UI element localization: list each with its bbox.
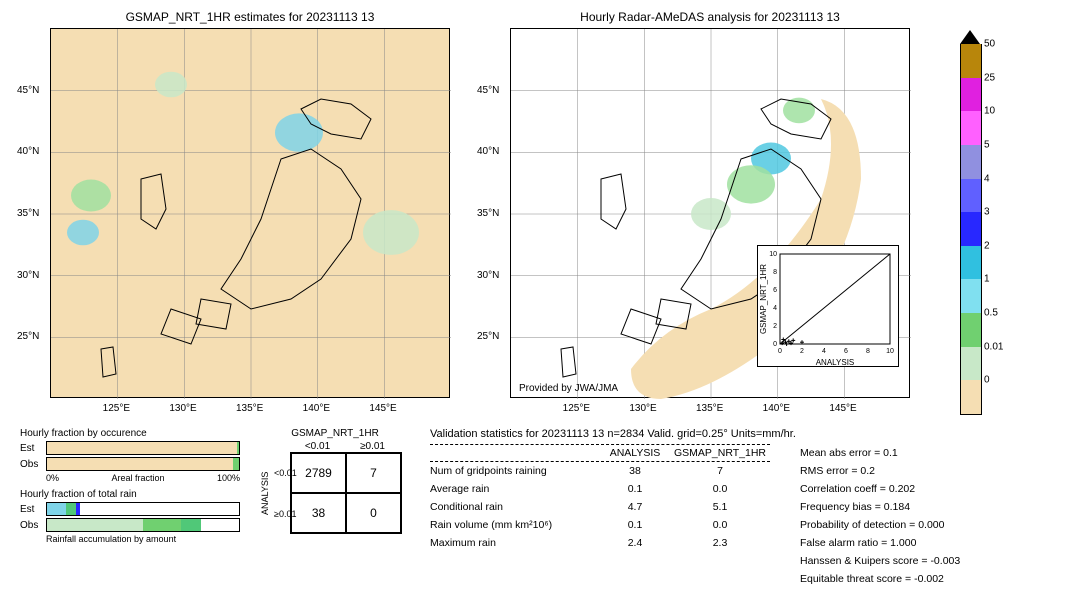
map-right-box: Provided by JWA/JMA125°E130°E135°E140°E1…: [510, 28, 910, 398]
svg-text:10: 10: [886, 348, 894, 355]
top-row: GSMAP_NRT_1HR estimates for 20231113 13 …: [10, 10, 1070, 420]
totalrain-caption: Rainfall accumulation by amount: [46, 534, 240, 544]
contingency-side-label: ANALYSIS: [260, 452, 274, 534]
svg-text:4: 4: [822, 348, 826, 355]
validation-row: Average rain0.10.0: [430, 480, 770, 498]
svg-text:2: 2: [773, 323, 777, 330]
contingency-col-headers: <0.01 ≥0.01: [290, 441, 410, 452]
validation-title: Validation statistics for 20231113 13 n=…: [430, 428, 1070, 440]
contingency-cell: 0: [346, 493, 401, 533]
contingency-cell: 38: [291, 493, 346, 533]
metric-row: Equitable threat score = -0.002: [800, 570, 960, 588]
svg-text:0: 0: [778, 348, 782, 355]
map-left-title: GSMAP_NRT_1HR estimates for 20231113 13: [50, 10, 450, 24]
validation-table: ANALYSIS GSMAP_NRT_1HR Num of gridpoints…: [430, 444, 770, 588]
svg-text:4: 4: [773, 305, 777, 312]
svg-text:6: 6: [773, 287, 777, 294]
svg-text:6: 6: [844, 348, 848, 355]
contingency-cell: 7: [346, 453, 401, 493]
svg-text:8: 8: [773, 269, 777, 276]
validation-row: Num of gridpoints raining387: [430, 462, 770, 480]
metric-row: Frequency bias = 0.184: [800, 498, 960, 516]
contingency-title: GSMAP_NRT_1HR: [260, 428, 410, 439]
inset-scatter-plot: 00 2 2 4 4 6 6 8 8 10 10 ANALYSIS GSMAP_NRT_1HR: [757, 245, 899, 367]
validation-metrics: Mean abs error = 0.1RMS error = 0.2Corre…: [800, 444, 960, 588]
validation-row: Maximum rain2.42.3: [430, 534, 770, 552]
map-right-panel: Hourly Radar-AMeDAS analysis for 2023111…: [510, 10, 910, 420]
map-left-panel: GSMAP_NRT_1HR estimates for 20231113 13 …: [50, 10, 450, 420]
contingency-cell: 2789: [291, 453, 346, 493]
metric-row: Hanssen & Kuipers score = -0.003: [800, 552, 960, 570]
occurrence-title: Hourly fraction by occurence: [20, 428, 240, 439]
validation-stats: Validation statistics for 20231113 13 n=…: [430, 428, 1070, 588]
metric-row: Correlation coeff = 0.202: [800, 480, 960, 498]
metric-row: RMS error = 0.2: [800, 462, 960, 480]
occurrence-axis: 0% Areal fraction 100%: [46, 473, 240, 483]
svg-text:10: 10: [769, 251, 777, 258]
map-right-title: Hourly Radar-AMeDAS analysis for 2023111…: [510, 10, 910, 24]
svg-text:Provided by JWA/JMA: Provided by JWA/JMA: [519, 383, 618, 394]
metric-row: False alarm ratio = 1.000: [800, 534, 960, 552]
validation-row: Conditional rain4.75.1: [430, 498, 770, 516]
colorbar: 502510543210.50.010: [960, 30, 980, 420]
validation-row: Rain volume (mm km²10⁶)0.10.0: [430, 516, 770, 534]
svg-text:ANALYSIS: ANALYSIS: [816, 358, 855, 366]
metric-row: Mean abs error = 0.1: [800, 444, 960, 462]
svg-text:2: 2: [800, 348, 804, 355]
hourly-fraction-charts: Hourly fraction by occurence EstObs 0% A…: [20, 428, 240, 588]
svg-text:0: 0: [773, 341, 777, 348]
contingency-table: GSMAP_NRT_1HR <0.01 ≥0.01 ANALYSIS <0.01…: [260, 428, 410, 588]
totalrain-title: Hourly fraction of total rain: [20, 489, 240, 500]
map-left-box: 125°E130°E135°E140°E145°E25°N30°N35°N40°…: [50, 28, 450, 398]
svg-text:8: 8: [866, 348, 870, 355]
svg-text:GSMAP_NRT_1HR: GSMAP_NRT_1HR: [759, 264, 768, 334]
metric-row: Probability of detection = 0.000: [800, 516, 960, 534]
bottom-row: Hourly fraction by occurence EstObs 0% A…: [10, 428, 1070, 588]
